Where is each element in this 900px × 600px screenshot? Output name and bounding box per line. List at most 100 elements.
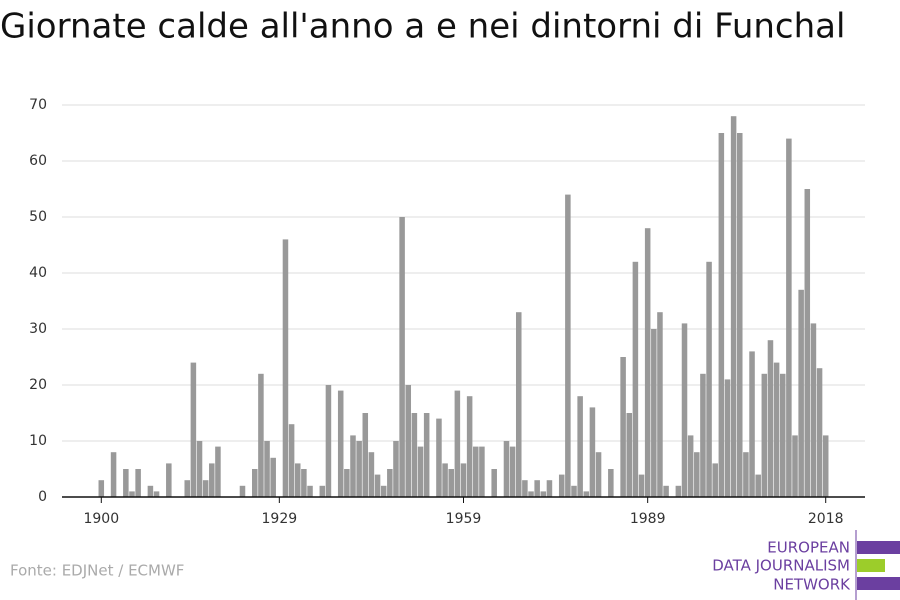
- x-tick-label: 1959: [446, 511, 482, 527]
- bar: [337, 390, 344, 497]
- bar: [786, 138, 792, 497]
- x-tick-label: 1900: [83, 511, 119, 527]
- bar: [135, 469, 141, 497]
- bar: [466, 396, 473, 497]
- bar: [626, 413, 633, 497]
- bar: [215, 446, 221, 497]
- bar: [798, 289, 804, 497]
- bar: [700, 373, 706, 497]
- bar: [123, 469, 129, 497]
- bar: [804, 189, 811, 497]
- bar: [209, 463, 215, 497]
- bar: [712, 463, 718, 497]
- bar: [595, 452, 602, 497]
- bar: [325, 385, 332, 497]
- bar: [687, 435, 694, 497]
- bar: [294, 463, 301, 497]
- bar: [583, 491, 590, 497]
- bar: [129, 491, 135, 497]
- bar: [454, 390, 461, 497]
- bar: [503, 441, 510, 497]
- y-tick-label: 10: [29, 433, 47, 449]
- y-tick-label: 20: [29, 377, 47, 393]
- bar: [442, 463, 448, 497]
- logo-text: DATA JOURNALISM: [712, 557, 850, 575]
- bar: [448, 469, 454, 497]
- bar: [779, 373, 786, 497]
- bar: [473, 446, 479, 497]
- bar: [436, 418, 442, 497]
- y-tick-label: 30: [29, 321, 47, 337]
- bar: [743, 452, 749, 497]
- bar: [724, 379, 731, 497]
- bar: [356, 441, 362, 497]
- bar: [301, 469, 307, 497]
- bar: [98, 480, 105, 497]
- bar: [730, 116, 737, 497]
- bar: [196, 441, 203, 497]
- bar: [491, 469, 497, 497]
- bar: [399, 217, 405, 497]
- bar: [706, 261, 712, 497]
- bar: [319, 485, 326, 497]
- logo-text: NETWORK: [773, 576, 851, 594]
- bar: [718, 133, 725, 497]
- bar: [540, 491, 547, 497]
- bar: [675, 485, 682, 497]
- bar: [405, 385, 412, 497]
- bar: [110, 452, 117, 497]
- logo-bar: [857, 541, 900, 554]
- y-tick-label: 60: [29, 153, 47, 169]
- bar: [417, 446, 424, 497]
- bar: [368, 452, 375, 497]
- bar: [657, 312, 663, 497]
- bar: [558, 474, 565, 497]
- bar: [608, 469, 614, 497]
- bar: [344, 469, 350, 497]
- bar: [810, 323, 817, 497]
- bar: [362, 413, 369, 497]
- y-tick-label: 70: [29, 97, 47, 113]
- bar: [651, 329, 657, 497]
- x-tick-label: 2018: [808, 511, 844, 527]
- bar: [387, 469, 393, 497]
- y-tick-label: 0: [38, 489, 47, 505]
- bar: [565, 194, 571, 497]
- bar: [515, 312, 522, 497]
- bar: [202, 480, 209, 497]
- logo-text: EUROPEAN: [767, 539, 850, 557]
- bar: [184, 480, 191, 497]
- bar: [411, 413, 418, 497]
- bar: [460, 463, 467, 497]
- bar: [393, 441, 399, 497]
- bar: [749, 351, 755, 497]
- bar: [282, 239, 289, 497]
- bar: [350, 435, 356, 497]
- bar: [153, 491, 160, 497]
- bar: [620, 357, 626, 497]
- bar: [761, 373, 768, 497]
- bar: [589, 407, 596, 497]
- x-tick-label: 1989: [630, 511, 666, 527]
- bar: [816, 368, 823, 497]
- logo-bar: [857, 577, 900, 590]
- y-tick-label: 40: [29, 265, 47, 281]
- bar: [546, 480, 553, 497]
- bar: [270, 457, 276, 497]
- y-tick-label: 50: [29, 209, 47, 225]
- bar: [694, 452, 700, 497]
- x-tick-label: 1929: [262, 511, 298, 527]
- bar: [423, 413, 430, 497]
- bar: [773, 362, 780, 497]
- bar: [632, 261, 639, 497]
- bar: [822, 435, 829, 497]
- bar: [479, 446, 485, 497]
- bar: [252, 469, 258, 497]
- bar: [644, 228, 651, 497]
- bar: [577, 396, 583, 497]
- bar: [792, 435, 798, 497]
- bar: [681, 323, 688, 497]
- bar: [755, 474, 761, 497]
- bar: [767, 340, 774, 497]
